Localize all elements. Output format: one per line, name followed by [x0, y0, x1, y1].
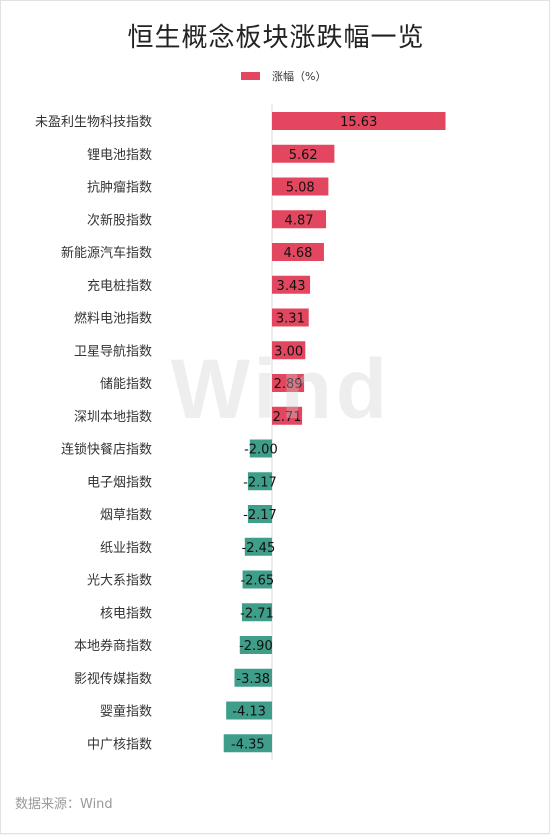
bar [272, 177, 329, 196]
source-note: 数据来源：Wind [15, 797, 113, 812]
category-label: 次新股指数 [87, 212, 152, 228]
bar [272, 243, 324, 261]
data-label: -4.13 [232, 705, 266, 720]
data-label: 15.63 [340, 115, 377, 130]
data-label: 3.00 [274, 344, 303, 359]
category-label: 本地券商指数 [74, 638, 152, 654]
data-label: -3.38 [236, 672, 270, 687]
category-label: 充电桩指数 [87, 278, 152, 294]
bar [272, 406, 303, 425]
legend-label: 涨幅（%） [272, 70, 327, 83]
category-label: 核电指数 [100, 606, 152, 621]
chart-title: 恒生概念板块涨跌幅一览 [127, 23, 425, 53]
bar [242, 570, 272, 589]
bar [272, 341, 306, 360]
bar [247, 505, 272, 523]
data-label: 3.31 [276, 312, 305, 327]
category-label: 锂电池指数 [87, 148, 152, 163]
data-label: 4.87 [285, 213, 314, 228]
data-label: 2.71 [273, 410, 302, 425]
bar [223, 734, 272, 753]
legend: 涨幅（%） [241, 69, 326, 83]
data-label: -4.35 [231, 737, 265, 752]
data-label: -2.17 [243, 475, 277, 490]
bar [241, 603, 272, 622]
category-label: 抗肿瘤指数 [87, 180, 152, 196]
category-label: 中广核指数 [87, 737, 152, 752]
data-label: 5.62 [289, 148, 318, 163]
category-label: 连锁快餐店指数 [61, 442, 152, 458]
bar [272, 210, 327, 229]
category-label: 烟草指数 [100, 508, 152, 523]
bar [226, 701, 272, 720]
category-label: 婴童指数 [100, 704, 152, 720]
data-label: -2.90 [239, 639, 273, 654]
data-label: -2.45 [242, 541, 276, 556]
bar [272, 112, 446, 130]
category-label: 电子烟指数 [87, 475, 152, 490]
bar [272, 374, 305, 392]
category-label: 燃料电池指数 [74, 311, 152, 327]
category-label: 未盈利生物科技指数 [35, 115, 152, 130]
category-label: 新能源汽车指数 [61, 245, 152, 261]
data-label: 4.68 [283, 246, 312, 261]
data-label: -2.71 [240, 606, 274, 621]
bar [239, 636, 272, 654]
category-label: 储能指数 [100, 377, 152, 392]
bar [234, 668, 272, 687]
category-label: 纸业指数 [100, 541, 152, 556]
bar [244, 537, 272, 556]
data-label: 3.43 [277, 279, 306, 294]
category-label: 影视传媒指数 [74, 672, 152, 687]
bar [272, 275, 311, 294]
bar [272, 144, 335, 163]
data-label: -2.65 [240, 574, 274, 589]
bar [249, 439, 272, 458]
legend-swatch [241, 72, 260, 80]
bar [247, 472, 272, 491]
data-label: -2.17 [243, 508, 277, 523]
category-label: 卫星导航指数 [74, 343, 152, 359]
data-label: 2.89 [274, 377, 303, 392]
data-label: -2.00 [244, 443, 278, 458]
bar [272, 308, 309, 327]
category-label: 深圳本地指数 [74, 410, 152, 425]
category-label: 光大系指数 [87, 574, 152, 589]
data-label: 5.08 [286, 181, 315, 196]
